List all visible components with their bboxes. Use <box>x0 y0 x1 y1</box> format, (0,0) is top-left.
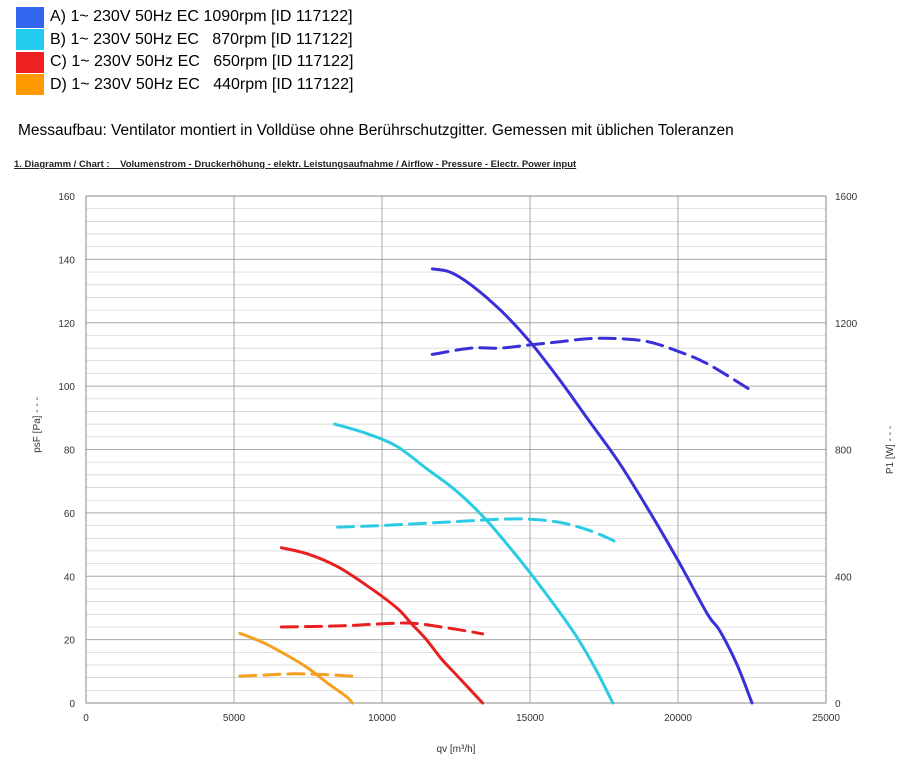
y-tick-label: 40 <box>64 572 76 583</box>
series-d-power-line <box>238 672 354 678</box>
y-tick-label: 0 <box>69 699 75 710</box>
x-tick-label: 0 <box>83 713 89 724</box>
y-tick-label: 60 <box>64 509 76 520</box>
chart-caption: 1. Diagramm / Chart : Volumenstrom - Dru… <box>14 159 577 170</box>
y-tick-label: 120 <box>58 319 75 330</box>
y-tick-label: 160 <box>58 192 75 203</box>
measurement-note: Messaufbau: Ventilator montiert in Volld… <box>18 122 734 139</box>
legend-label-b: B) 1~ 230V 50Hz EC 870rpm [ID 117122] <box>50 30 353 48</box>
legend-swatch-d <box>16 74 44 96</box>
legend-label-c: C) 1~ 230V 50Hz EC 650rpm [ID 117122] <box>50 53 354 71</box>
legend-item-c: C) 1~ 230V 50Hz EC 650rpm [ID 117122] <box>16 51 353 74</box>
legend-swatch-b <box>16 29 44 51</box>
y-tick-label: 80 <box>64 446 76 457</box>
legend-swatch-a <box>16 6 44 28</box>
series-a-pressure-line <box>430 267 754 705</box>
x-tick-label: 15000 <box>516 713 544 724</box>
x-tick-label: 25000 <box>812 713 840 724</box>
x-tick-label: 20000 <box>664 713 692 724</box>
y-tick-label: 20 <box>64 636 76 647</box>
chart-series <box>238 267 754 705</box>
series-b-power-line <box>336 517 621 545</box>
plot-frame <box>85 195 827 704</box>
legend-label-a: A) 1~ 230V 50Hz EC 1090rpm [ID 117122] <box>50 8 353 26</box>
y2-axis-label: P1 [W] - - - <box>885 426 896 474</box>
y2-tick-label: 0 <box>835 699 841 710</box>
series-d-pressure-line <box>238 631 354 705</box>
x-tick-label: 5000 <box>223 713 246 724</box>
legend-item-a: A) 1~ 230V 50Hz EC 1090rpm [ID 117122] <box>16 6 353 29</box>
legend: A) 1~ 230V 50Hz EC 1090rpm [ID 117122] B… <box>16 6 353 96</box>
y-axis-label: psF [Pa] - - - <box>32 397 43 453</box>
legend-swatch-c <box>16 51 44 73</box>
legend-item-b: B) 1~ 230V 50Hz EC 870rpm [ID 117122] <box>16 29 353 52</box>
legend-item-d: D) 1~ 230V 50Hz EC 440rpm [ID 117122] <box>16 74 353 97</box>
y2-tick-label: 400 <box>835 572 852 583</box>
y-tick-label: 100 <box>58 382 75 393</box>
y2-tick-label: 1600 <box>835 192 858 203</box>
chart-grid <box>85 195 827 704</box>
x-tick-label: 10000 <box>368 713 396 724</box>
x-axis-label: qv [m³/h] <box>437 744 476 755</box>
y-tick-label: 140 <box>58 255 75 266</box>
y2-tick-label: 1200 <box>835 319 858 330</box>
chart-ticks: 0 5000 10000 15000 20000 25000 0 20 40 60 80 100 120… <box>58 192 857 724</box>
legend-label-d: D) 1~ 230V 50Hz EC 440rpm [ID 117122] <box>50 75 354 93</box>
y2-tick-label: 800 <box>835 446 852 457</box>
series-a-power-line <box>430 336 754 393</box>
